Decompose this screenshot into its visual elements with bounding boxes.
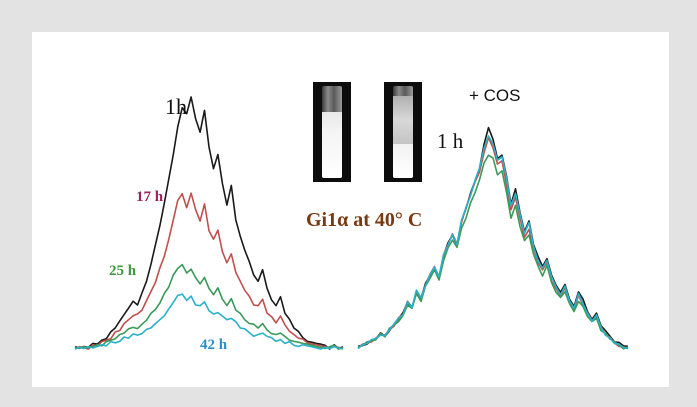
left-series-line-42h	[74, 293, 344, 350]
series-label-17h: 17 h	[136, 189, 164, 205]
right-plot-lines	[357, 126, 629, 350]
right-series-line-42h	[357, 135, 629, 350]
sample-label: Gi1α at 40° C	[306, 209, 423, 231]
tube-gel-left	[322, 112, 342, 178]
series-label-42h: 42 h	[200, 337, 228, 353]
condition-label-cos: + COS	[469, 86, 521, 105]
left-series-line-25h	[74, 263, 344, 350]
series-label-1h-left: 1h	[165, 94, 187, 119]
series-label-1h-right: 1 h	[437, 129, 464, 153]
tube-liquid-right	[393, 96, 413, 144]
left-series-line-1h	[74, 96, 344, 350]
tube-photo-right	[384, 82, 422, 182]
series-label-25h: 25 h	[109, 263, 137, 279]
tube-sediment-right	[393, 144, 413, 178]
left-plot-lines	[74, 96, 344, 350]
left-series-line-17h	[74, 192, 344, 350]
tube-photo-left	[313, 82, 351, 182]
